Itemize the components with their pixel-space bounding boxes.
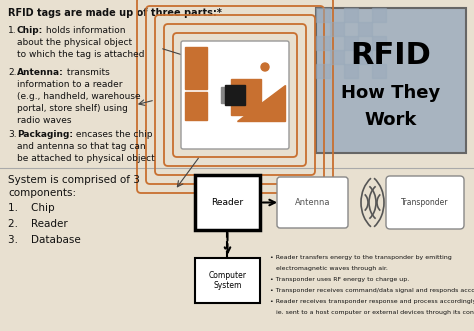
Bar [185,92,207,120]
Bar [344,64,358,78]
Polygon shape [237,85,285,121]
Bar [316,8,330,22]
Text: about the physical object: about the physical object [17,38,132,47]
FancyBboxPatch shape [277,177,348,228]
Text: • Reader receives transponder response and process accordingly: • Reader receives transponder response a… [270,299,474,304]
Text: radio waves: radio waves [17,116,72,125]
Text: 1.    Chip: 1. Chip [8,203,55,213]
Text: RFID: RFID [351,41,431,71]
Bar [330,50,344,64]
Text: Reader: Reader [211,198,244,207]
Text: Transponder: Transponder [401,198,449,207]
Text: Chip:: Chip: [17,26,43,35]
Text: encases the chip: encases the chip [73,130,153,139]
Text: • Reader transfers energy to the transponder by emitting: • Reader transfers energy to the transpo… [270,255,452,260]
Bar [185,47,207,89]
Bar [330,22,344,36]
Text: 1.: 1. [8,26,17,35]
Bar [195,258,260,303]
Text: 3.: 3. [8,130,17,139]
Text: transmits: transmits [64,68,110,77]
Text: Antenna: Antenna [295,198,330,207]
Text: 2.    Reader: 2. Reader [8,219,68,229]
Bar [372,64,386,78]
Text: components:: components: [8,188,76,198]
FancyBboxPatch shape [181,41,289,149]
Text: holds information: holds information [43,26,126,35]
Bar [231,79,261,115]
Bar [372,8,386,22]
Text: • Transponder uses RF energy to charge up.: • Transponder uses RF energy to charge u… [270,277,409,282]
Text: be attached to physical object: be attached to physical object [17,154,155,163]
Bar [221,87,239,103]
Bar [316,8,466,153]
Bar [316,64,330,78]
Bar [225,85,245,105]
Text: information to a reader: information to a reader [17,80,122,89]
Text: RFID tags are made up of three parts:*: RFID tags are made up of three parts:* [8,8,222,18]
Text: 3.    Database: 3. Database [8,235,81,245]
Bar [372,36,386,50]
Text: to which the tag is attached: to which the tag is attached [17,50,145,59]
Text: Work: Work [365,111,417,129]
Bar [344,36,358,50]
Text: Computer
System: Computer System [209,271,246,290]
Text: ie. sent to a host computer or external devices through its control lines.: ie. sent to a host computer or external … [270,310,474,315]
Bar [344,8,358,22]
Bar [195,175,260,230]
Bar [316,36,330,50]
Text: 2.: 2. [8,68,17,77]
Text: portal, store shelf) using: portal, store shelf) using [17,104,128,113]
Text: and antenna so that tag can: and antenna so that tag can [17,142,146,151]
Text: Antenna:: Antenna: [17,68,64,77]
Bar [358,22,372,36]
Circle shape [261,63,269,71]
Bar [358,50,372,64]
Text: System is comprised of 3: System is comprised of 3 [8,175,140,185]
Text: electromagnetic waves through air.: electromagnetic waves through air. [270,266,388,271]
Text: Packaging:: Packaging: [17,130,73,139]
FancyBboxPatch shape [386,176,464,229]
Text: How They: How They [341,84,441,102]
Text: • Transponder receives command/data signal and responds accordingly: • Transponder receives command/data sign… [270,288,474,293]
Text: (e.g., handheld, warehouse: (e.g., handheld, warehouse [17,92,141,101]
